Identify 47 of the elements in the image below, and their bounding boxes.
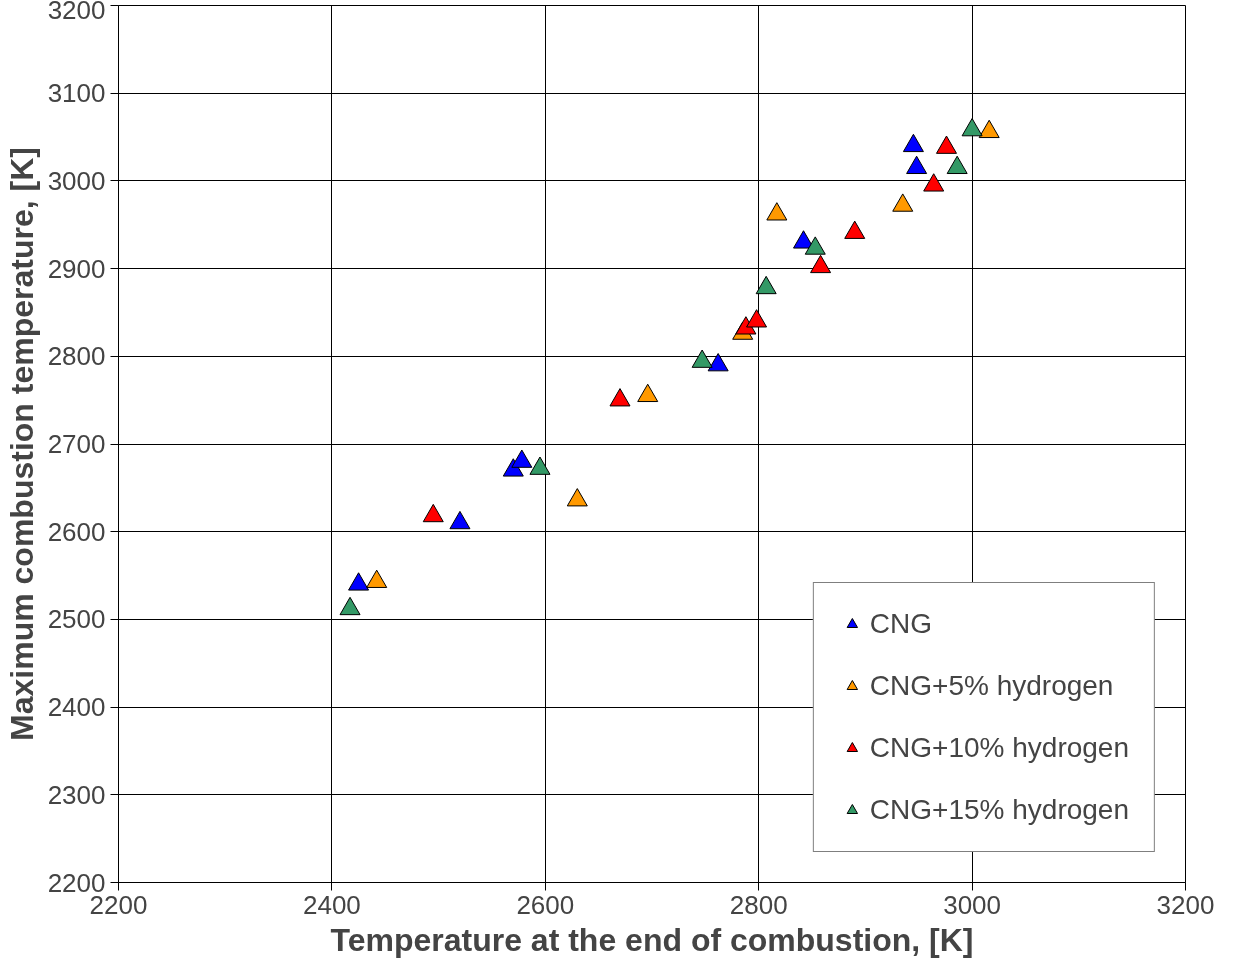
- point: [511, 449, 533, 468]
- point: [804, 236, 826, 255]
- y-tick-label: 2400: [47, 692, 106, 723]
- point: [978, 119, 1000, 139]
- y-tick-label: 2500: [47, 604, 106, 635]
- point: [348, 572, 370, 591]
- point: [746, 309, 768, 328]
- y-axis-title: Maximum combustion temperature, [K]: [3, 147, 40, 741]
- x-tick-label: 2400: [302, 889, 361, 920]
- x-tick-label: 2600: [516, 889, 575, 920]
- point: [892, 193, 914, 212]
- point: [902, 133, 924, 153]
- x-tick-label: 3000: [943, 889, 1002, 920]
- point: [766, 202, 788, 221]
- point: [529, 456, 551, 475]
- point: [707, 353, 729, 372]
- legend-label: CNG+5% hydrogen: [869, 670, 1114, 702]
- legend-label: CNG+10% hydrogen: [869, 732, 1129, 764]
- point: [923, 173, 945, 192]
- point: [755, 275, 777, 295]
- point: [961, 117, 983, 137]
- y-tick-label: 3200: [47, 0, 106, 25]
- y-tick-label: 3000: [47, 165, 106, 196]
- point: [946, 155, 968, 175]
- point: [422, 503, 444, 523]
- y-tick-label: 3100: [47, 78, 106, 109]
- point: [366, 569, 388, 588]
- point: [844, 220, 866, 239]
- point: [810, 254, 832, 274]
- x-tick-label: 3200: [1156, 889, 1215, 920]
- point: [566, 488, 588, 507]
- y-tick-label: 2600: [47, 516, 106, 547]
- point: [449, 510, 471, 530]
- legend-label: CNG: [869, 608, 933, 640]
- point: [609, 388, 631, 407]
- y-tick-label: 2900: [47, 253, 106, 284]
- point: [637, 383, 659, 403]
- point: [691, 349, 713, 368]
- point: [906, 155, 928, 175]
- y-tick-label: 2700: [47, 429, 106, 459]
- point: [935, 135, 957, 154]
- y-tick-label: 2800: [47, 341, 106, 372]
- legend-label: CNG+15% hydrogen: [869, 794, 1129, 826]
- y-tick-label: 2300: [47, 779, 106, 810]
- x-axis-title: Temperature at the end of combustion, [K]: [330, 921, 974, 958]
- point: [339, 596, 361, 616]
- x-tick-label: 2800: [729, 889, 788, 920]
